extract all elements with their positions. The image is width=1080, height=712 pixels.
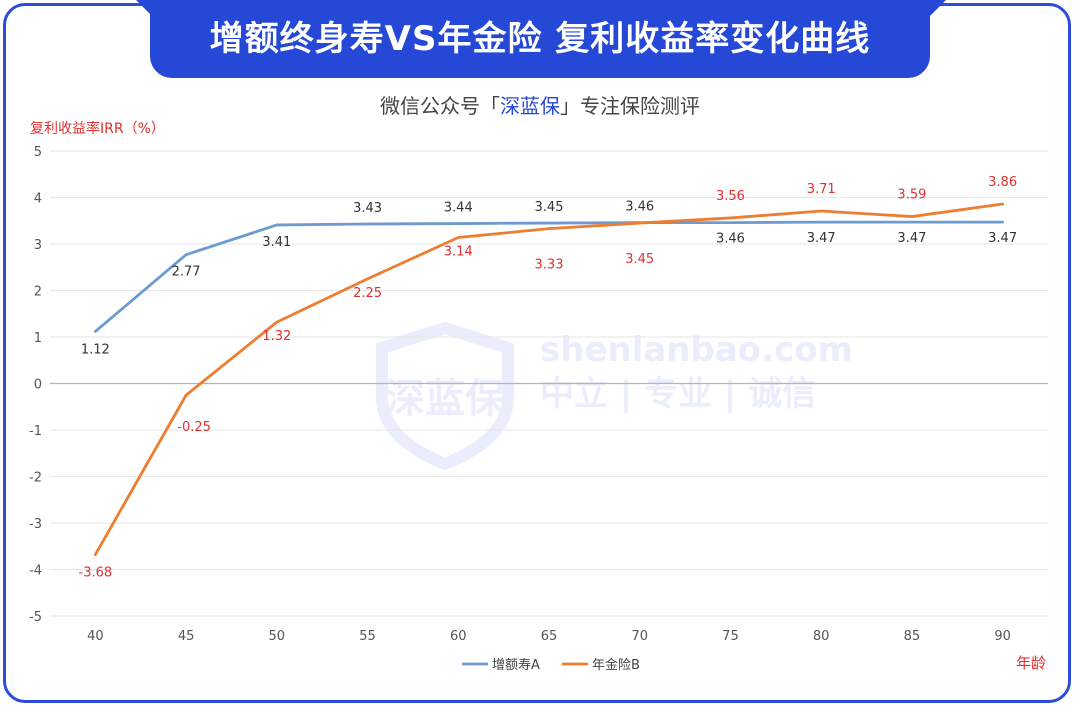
x-tick-label: 60 [450, 629, 467, 644]
y-tick-label: 5 [34, 145, 42, 160]
subtitle-suffix: 」专注保险测评 [560, 94, 700, 118]
data-labels: 1.12 2.77 3.41 3.43 3.44 3.45 3.46 3.46 3.47 3.47… [79, 175, 1018, 581]
y-tick-label: -4 [29, 564, 42, 579]
x-tick-label: 90 [994, 629, 1011, 644]
x-tick-label: 45 [178, 629, 195, 644]
y-tick-label: -3 [29, 517, 42, 532]
data-label-b: -0.25 [177, 420, 211, 435]
data-label-a: 3.46 [716, 232, 745, 247]
series-lines [93, 202, 1005, 557]
x-tick-label: 70 [631, 629, 648, 644]
data-label-a: 3.43 [353, 201, 382, 216]
page-title: 增额终身寿VS年金险 复利收益率变化曲线 [209, 19, 871, 59]
data-label-b: 3.71 [807, 182, 836, 197]
data-label-a: 3.46 [625, 200, 654, 215]
subtitle: 微信公众号「深蓝保」专注保险测评 [0, 90, 1080, 119]
x-axis-label: 年龄 [1016, 654, 1046, 672]
data-label-b: 3.45 [625, 252, 654, 267]
y-tick-label: 2 [34, 285, 42, 300]
x-tick-label: 40 [87, 629, 104, 644]
data-label-b: 3.56 [716, 189, 745, 204]
axes: 5 4 3 2 1 0 -1 -2 -3 -4 -5 40 45 50 55 60 65 70 75 80 85 90 复利… [29, 120, 1046, 672]
data-label-b: 3.33 [535, 258, 564, 273]
subtitle-brand: 深蓝保 [500, 94, 560, 118]
x-tick-label: 65 [541, 629, 558, 644]
data-label-a: 1.12 [81, 342, 110, 357]
chart-frame [3, 3, 1071, 703]
x-tick-label: 55 [359, 629, 376, 644]
data-label-a: 3.45 [535, 200, 564, 215]
y-axis-label: 复利收益率IRR（%） [30, 120, 165, 137]
data-label-b: -3.68 [79, 566, 113, 581]
legend-label-1: 增额寿A [492, 658, 540, 673]
data-label-a: 3.47 [988, 231, 1017, 246]
y-tick-label: 0 [34, 378, 42, 393]
data-label-b: 2.25 [353, 286, 382, 301]
data-label-a: 3.41 [262, 235, 291, 250]
data-label-a: 3.47 [897, 231, 926, 246]
watermark-line2: 中立 | 专业 | 诚信 [540, 374, 817, 414]
x-tick-label: 50 [269, 629, 286, 644]
x-tick-label: 85 [904, 629, 921, 644]
legend: 增额寿A 年金险B [462, 657, 640, 673]
x-tick-label: 75 [722, 629, 739, 644]
data-label-b: 3.86 [988, 175, 1017, 190]
y-tick-label: -5 [29, 610, 42, 625]
data-label-a: 3.47 [807, 231, 836, 246]
y-tick-label: -1 [29, 424, 42, 439]
data-label-a: 2.77 [172, 265, 201, 280]
y-tick-label: 4 [34, 192, 42, 207]
data-label-b: 1.32 [262, 329, 291, 344]
data-label-a: 3.44 [444, 201, 473, 216]
series-line-2 [93, 202, 1005, 557]
y-tick-label: 1 [34, 331, 42, 346]
data-label-b: 3.59 [897, 188, 926, 203]
title-banner [150, 0, 930, 78]
x-tick-label: 80 [813, 629, 830, 644]
y-tick-label: -2 [29, 471, 42, 486]
series-line-1 [93, 220, 1005, 333]
y-tick-label: 3 [34, 238, 42, 253]
data-label-b: 3.14 [444, 244, 473, 259]
subtitle-prefix: 微信公众号「 [380, 94, 500, 118]
legend-label-2: 年金险B [592, 657, 640, 673]
